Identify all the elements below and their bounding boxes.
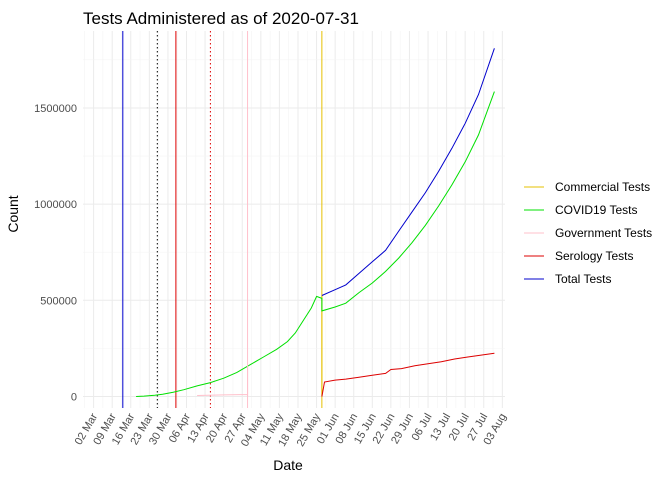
series-line: [136, 91, 495, 397]
chart-title: Tests Administered as of 2020-07-31: [83, 9, 359, 28]
legend-label: Commercial Tests: [555, 180, 650, 194]
legend-label: COVID19 Tests: [555, 203, 637, 217]
x-axis-title: Date: [273, 457, 303, 473]
series-lines: [136, 48, 495, 397]
grid: [83, 31, 505, 408]
series-line: [197, 364, 249, 397]
reference-lines: [122, 31, 323, 408]
legend-label: Government Tests: [555, 226, 652, 240]
legend: Commercial Tests COVID19 Tests Government …: [524, 180, 652, 286]
y-tick-label: 500000: [40, 295, 77, 307]
y-tick-label: 0: [71, 391, 77, 403]
series-line: [321, 352, 495, 397]
y-tick-label: 1000000: [34, 199, 77, 211]
legend-label: Total Tests: [555, 272, 611, 286]
legend-label: Serology Tests: [555, 249, 634, 263]
y-tick-labels: 0 500000 1000000 1500000: [34, 103, 77, 404]
series-line: [321, 48, 495, 296]
y-tick-label: 1500000: [34, 103, 77, 115]
y-axis-title: Count: [5, 195, 21, 232]
